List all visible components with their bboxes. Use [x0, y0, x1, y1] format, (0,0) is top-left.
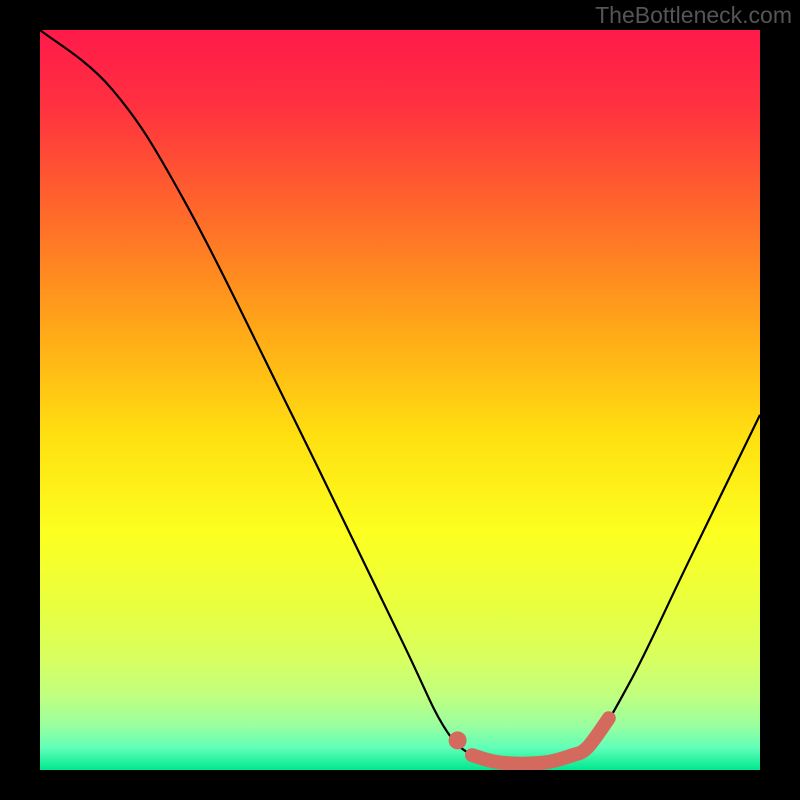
figure-root: { "watermark": { "text": "TheBottleneck.…	[0, 0, 800, 800]
plot-area	[40, 30, 760, 770]
gradient-background	[40, 30, 760, 770]
highlight-start-marker	[449, 731, 467, 749]
chart-svg	[40, 30, 760, 770]
watermark-text: TheBottleneck.com	[595, 2, 792, 29]
